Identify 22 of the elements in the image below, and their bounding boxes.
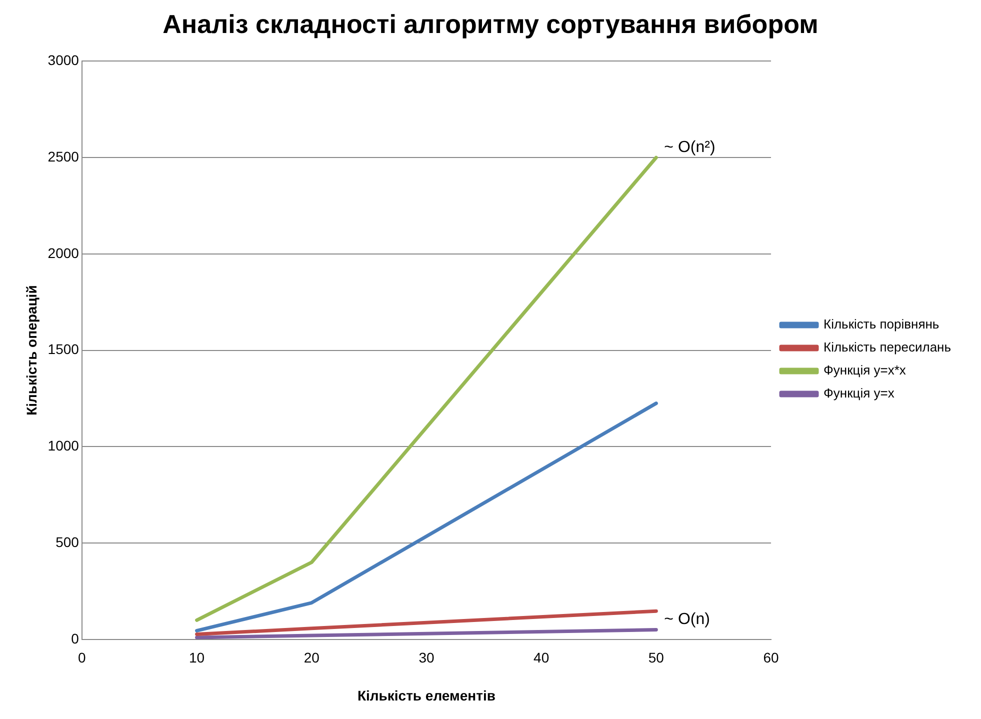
y-tick-label: 0 [71, 630, 80, 646]
chart-title: Аналіз складності алгоритму сортування вибором [162, 8, 818, 39]
x-tick-label: 50 [648, 650, 664, 666]
x-tick-label: 30 [418, 650, 434, 666]
y-tick-label: 2500 [48, 148, 80, 164]
y-tick-label: 1500 [48, 341, 80, 358]
legend-label: Кількість пересилань [824, 340, 952, 355]
x-tick-label: 20 [304, 650, 320, 666]
x-tick-label: 10 [189, 650, 205, 666]
y-tick-label: 500 [56, 534, 80, 550]
y-tick-label: 2000 [48, 244, 80, 261]
legend-label: Функція y=x*x [824, 362, 906, 378]
annotation: ~ O(n) [664, 611, 710, 628]
x-tick-label: 60 [763, 650, 780, 666]
y-tick-label: 1000 [48, 438, 80, 454]
legend-label: Кількість порівнянь [824, 316, 940, 332]
x-axis-title: Кількість елементів [357, 687, 496, 704]
y-tick-label: 3000 [48, 52, 80, 68]
y-axis-title: Кількість операцій [23, 285, 40, 416]
legend-label: Функція y=x [824, 386, 895, 401]
x-tick-label: 40 [534, 650, 550, 666]
annotation: ~ O(n²) [664, 138, 716, 156]
